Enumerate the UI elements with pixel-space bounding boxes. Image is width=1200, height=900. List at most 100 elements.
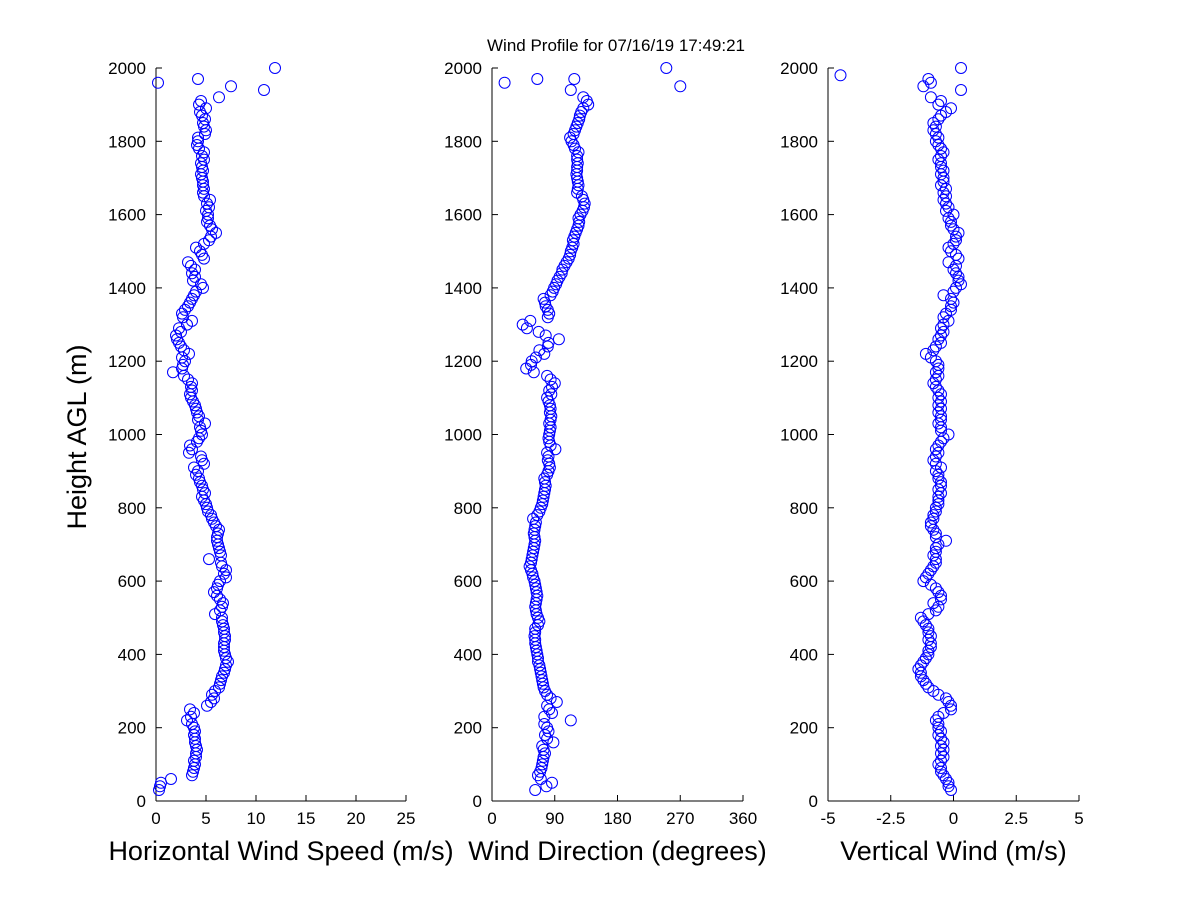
data-point [935, 150, 947, 162]
data-point [196, 172, 208, 184]
data-point [932, 439, 945, 452]
data-point [210, 226, 222, 239]
data-point [532, 325, 545, 338]
data-point [541, 369, 554, 382]
data-point [945, 102, 957, 115]
data-point [929, 366, 942, 379]
data-point [919, 677, 932, 690]
data-point [935, 395, 947, 408]
data-point [937, 736, 950, 749]
x-tick-label: 0 [487, 809, 496, 828]
data-point [184, 439, 196, 452]
x-tick-label: 180 [603, 809, 631, 828]
data-point [212, 527, 224, 540]
data-point [536, 758, 549, 771]
y-tick-label: 0 [809, 792, 818, 811]
data-point [527, 512, 540, 525]
data-point [932, 358, 945, 371]
data-point [919, 652, 932, 665]
y-tick-label: 1800 [780, 132, 818, 151]
data-point [165, 773, 177, 785]
data-point [940, 692, 952, 705]
data-point [529, 578, 542, 591]
data-point [935, 402, 947, 415]
data-point [564, 714, 577, 727]
data-point [520, 322, 533, 335]
data-point [932, 483, 945, 496]
data-point [935, 476, 947, 489]
data-point [929, 120, 942, 133]
data-point [924, 520, 937, 533]
data-point [190, 402, 202, 415]
data-point [204, 219, 216, 232]
data-point [193, 472, 205, 485]
data-point [200, 204, 212, 217]
data-point [927, 344, 940, 357]
data-point [919, 619, 932, 632]
y-tick-label: 1400 [444, 279, 482, 298]
data-point [935, 732, 947, 745]
data-point [225, 80, 237, 93]
data-point [215, 674, 227, 687]
y-tick-label: 1800 [444, 132, 482, 151]
data-point [937, 769, 950, 782]
data-point [924, 76, 937, 89]
data-point [192, 465, 204, 478]
data-point [541, 391, 554, 404]
data-point [932, 399, 945, 412]
data-point [220, 652, 232, 665]
data-point [935, 157, 947, 170]
data-point [546, 380, 558, 393]
x-tick-label: -5 [820, 809, 835, 828]
data-point [203, 553, 215, 566]
x-tick-label: 0 [949, 809, 958, 828]
data-point [529, 351, 542, 364]
data-point [919, 571, 932, 584]
data-point [214, 677, 226, 690]
data-point [182, 256, 194, 269]
data-point [935, 336, 947, 349]
data-point [932, 406, 945, 419]
y-tick-label: 800 [454, 499, 482, 518]
y-tick-label: 800 [790, 499, 818, 518]
y-tick-label: 1400 [108, 279, 146, 298]
data-point [929, 380, 942, 393]
data-point [544, 373, 557, 386]
data-point [935, 740, 947, 752]
data-point [935, 322, 947, 335]
x-tick-label: 20 [347, 809, 366, 828]
data-point [189, 758, 201, 771]
data-point [176, 307, 188, 320]
panel-direction: 0 200 400 600 800 1000 1200 1400 1600 1800 2000 0 90… [444, 59, 767, 866]
data-point [945, 292, 957, 305]
data-point [201, 197, 213, 210]
data-point [927, 512, 940, 525]
data-point [932, 384, 945, 397]
data-point [498, 76, 511, 89]
data-point [674, 80, 687, 93]
data-point [932, 758, 945, 771]
data-point [173, 322, 185, 335]
x-tick-label: -2.5 [876, 809, 905, 828]
x-axis-title: Wind Direction (degrees) [468, 836, 767, 866]
data-point [196, 428, 208, 441]
data-point [927, 597, 940, 610]
data-point [932, 139, 945, 151]
y-tick-label: 1000 [444, 426, 482, 445]
data-point [193, 432, 205, 445]
data-point [538, 718, 551, 730]
data-point [191, 139, 203, 151]
x-axis-title: Vertical Wind (m/s) [840, 836, 1067, 866]
data-point [191, 406, 203, 419]
data-point [529, 784, 542, 796]
data-point [184, 703, 196, 716]
x-tick-label: 90 [545, 809, 564, 828]
data-point [945, 245, 957, 258]
data-point [189, 725, 201, 738]
data-point [945, 215, 957, 228]
y-tick-label: 1600 [444, 206, 482, 225]
data-point [952, 252, 965, 265]
data-point [560, 256, 573, 269]
y-tick-label: 400 [118, 645, 146, 664]
x-tick-label: 25 [397, 809, 416, 828]
